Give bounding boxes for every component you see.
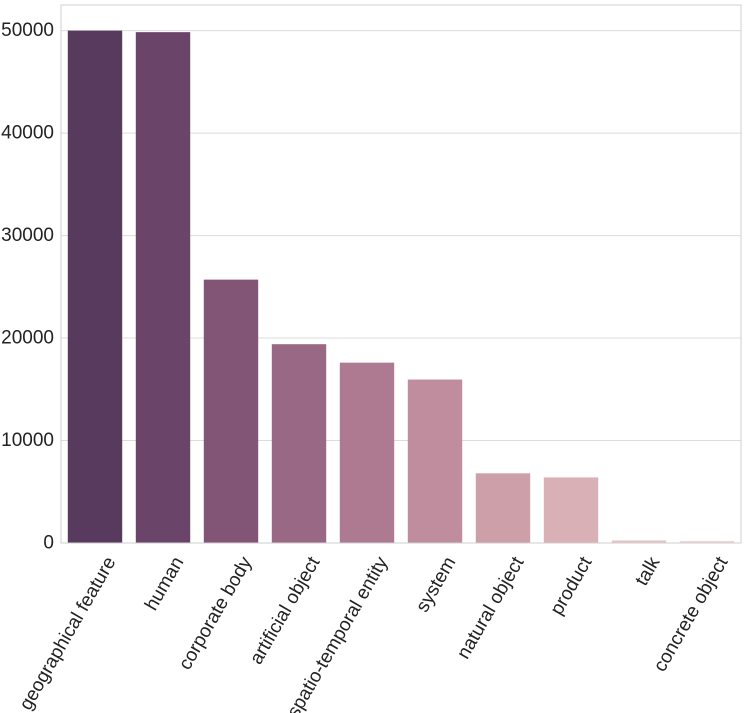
y-tick-label: 30000 bbox=[1, 225, 54, 246]
bar-spatio-temporal-entity bbox=[339, 362, 395, 543]
bars bbox=[67, 30, 735, 544]
plot-frame bbox=[60, 4, 742, 544]
bar-corporate-body bbox=[203, 279, 259, 543]
y-tick-label: 50000 bbox=[1, 20, 54, 41]
bar-system bbox=[407, 379, 463, 543]
y-tick-label: 10000 bbox=[1, 430, 54, 451]
bar-natural-object bbox=[475, 473, 531, 543]
y-tick-label: 40000 bbox=[1, 123, 54, 144]
bar-artificial-object bbox=[271, 344, 327, 543]
bar-product bbox=[543, 477, 599, 543]
y-tick-label: 0 bbox=[43, 533, 54, 554]
bar-talk bbox=[611, 540, 667, 543]
y-tick-label: 20000 bbox=[1, 328, 54, 349]
bar-geographical-feature bbox=[67, 30, 123, 544]
bar-human bbox=[135, 32, 191, 543]
y-axis-ticks: 0 10000 20000 30000 40000 50000 bbox=[1, 20, 54, 553]
bar-concrete-object bbox=[679, 540, 735, 543]
